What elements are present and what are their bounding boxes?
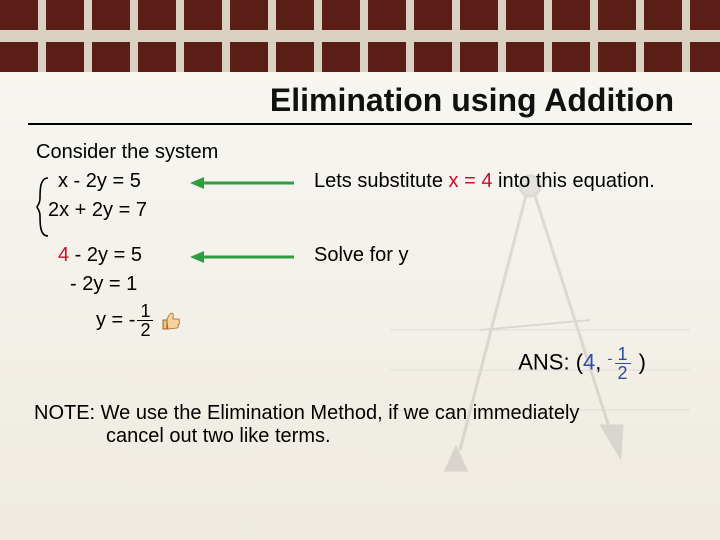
- system-row-2: 2x + 2y = 7: [28, 199, 692, 222]
- fraction-1-2: 1 2: [137, 302, 153, 339]
- answer-neg: -: [608, 350, 613, 367]
- ans-frac-num: 1: [615, 345, 631, 364]
- arrow-2-wrap: [188, 244, 308, 264]
- answer-fraction: 1 2: [615, 345, 631, 382]
- work-eq-1: 4 - 2y = 5: [28, 244, 188, 267]
- note-text: NOTE: We use the Elimination Method, if …: [28, 402, 692, 448]
- equation-1: x - 2y = 5: [28, 170, 188, 193]
- solve-for-y: Solve for y: [308, 244, 692, 267]
- slide-content: Elimination using Addition Consider the …: [0, 82, 720, 540]
- substitute-text: Lets substitute x = 4 into this equation…: [308, 170, 692, 193]
- work-eq-2: - 2y = 1: [28, 273, 188, 296]
- work-row-3: y = - 1 2: [28, 302, 692, 339]
- brick-header-band: [0, 0, 720, 72]
- answer-label: ANS: (: [518, 349, 583, 374]
- substitute-post: into this equation.: [492, 170, 654, 192]
- equation-2: 2x + 2y = 7: [28, 199, 188, 222]
- answer-x: 4: [583, 349, 595, 374]
- y-equals-neg: y = -: [96, 309, 135, 332]
- arrow-1-wrap: [188, 170, 308, 190]
- work-row-1: 4 - 2y = 5 Solve for y: [28, 244, 692, 267]
- substitute-pre: Lets substitute: [314, 170, 449, 192]
- work-row-2: - 2y = 1: [28, 273, 692, 296]
- work-eq-1-rest: - 2y = 5: [69, 244, 142, 266]
- arrow-left-icon: [188, 250, 298, 264]
- thumbs-up-icon: [161, 310, 183, 332]
- consider-text: Consider the system: [28, 141, 692, 164]
- substitute-highlight: x = 4: [449, 170, 493, 192]
- substituted-4: 4: [58, 244, 69, 266]
- answer-sep: ,: [595, 349, 607, 374]
- note-line-1: NOTE: We use the Elimination Method, if …: [34, 402, 579, 424]
- frac-den: 2: [140, 321, 150, 339]
- frac-num: 1: [137, 302, 153, 321]
- answer-close: ): [633, 349, 646, 374]
- answer-row: ANS: (4, - 1 2 ): [28, 345, 692, 382]
- system-row-1: x - 2y = 5 Lets substitute x = 4 into th…: [28, 170, 692, 193]
- arrow-left-icon: [188, 176, 298, 190]
- work-eq-3: y = - 1 2: [28, 302, 188, 339]
- ans-frac-den: 2: [618, 364, 628, 382]
- slide-title: Elimination using Addition: [28, 82, 692, 125]
- note-line-2: cancel out two like terms.: [34, 425, 672, 448]
